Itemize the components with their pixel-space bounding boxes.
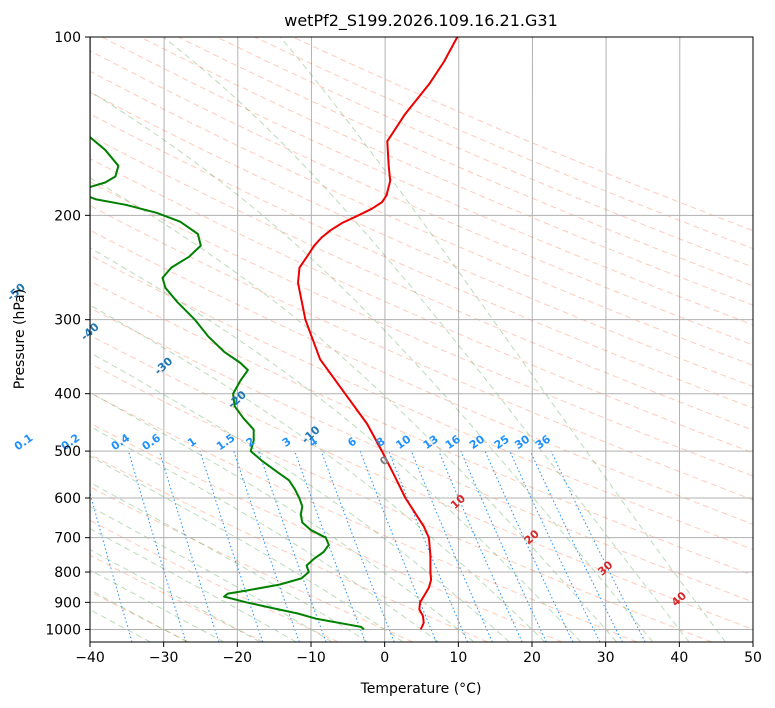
dry-adiabat-line [90,229,753,525]
x-axis: −40 −30 −20 −10 0 10 20 30 40 50 [75,642,762,666]
mixing-ratio-line [158,450,220,642]
moist-adiabat-line [90,455,404,642]
y-tick-label: 1000 [45,622,81,638]
mixing-ratio-line [233,450,300,642]
y-tick-label: 700 [54,531,81,547]
mixing-ratio-line [438,450,523,642]
mixing-ratio-line [128,450,187,642]
x-tick-label: −40 [75,650,105,666]
x-tick-label: −30 [149,650,179,666]
mixing-ratio-line [550,450,646,642]
mixing-ratio-line [529,450,623,642]
series-group [90,37,459,631]
dry-adiabat-line [178,37,753,287]
moist-adiabat-line [90,528,297,642]
plot-frame [89,36,754,643]
x-tick-label: 0 [380,650,389,666]
x-tick-label: −20 [223,650,253,666]
x-tick-label: 20 [523,650,541,666]
reference-lines [90,37,753,642]
x-tick-label: 10 [449,650,467,666]
moist-adiabat-line [90,304,546,642]
dry-adiabat-line [101,37,753,326]
dewpoint-profile-line [90,135,365,631]
dry-adiabat-line [90,280,753,576]
y-axis-label: Pressure (hPa) [12,289,28,389]
y-axis: 1000 900 800 700 600 500 400 300 200 100 [45,30,90,638]
dry-adiabat-line [90,254,753,551]
dry-adiabat-line [90,50,753,346]
dry-adiabat-line [90,181,753,477]
y-tick-label: 300 [54,313,81,329]
dry-adiabat-line [90,392,638,642]
moist-adiabat-line [279,37,726,642]
dry-adiabat-line [90,307,753,603]
moist-adiabat-line [162,37,690,642]
chart-title: wetPf2_S199.2026.109.16.21.G31 [284,11,558,31]
x-tick-label: 30 [597,650,615,666]
y-tick-label: 200 [54,208,81,224]
y-tick-label: 100 [54,30,81,46]
x-axis-label: Temperature (°C) [360,681,482,697]
moist-adiabat-line [90,90,654,642]
dry-adiabat-line [90,113,753,409]
y-tick-label: 500 [54,444,81,460]
y-tick-label: 600 [54,491,81,507]
dry-adiabat-line [90,453,488,642]
moist-adiabat-line [90,352,510,642]
dry-adiabat-line [90,158,753,454]
y-tick-label: 900 [54,595,81,611]
dry-adiabat-line [90,363,712,642]
dry-adiabat-line [90,334,753,630]
moist-adiabat-line [90,481,368,642]
x-tick-label: 50 [744,650,762,666]
dry-adiabat-line [90,554,264,642]
x-tick-label: 40 [670,650,688,666]
x-tick-label: −10 [296,650,326,666]
y-tick-label: 400 [54,387,81,403]
mixing-ratio-line [199,450,264,642]
mixing-ratio-line [359,450,437,642]
moist-adiabat-line [90,425,439,642]
mixing-ratio-line [388,450,468,642]
dry-adiabat-line [90,590,190,642]
mixing-ratio-line [294,450,366,642]
y-tick-label: 800 [54,565,81,581]
dry-adiabat-line [90,91,753,388]
temperature-profile-line [297,37,459,630]
moist-adiabat-line [90,505,333,642]
dry-adiabat-line [90,486,414,642]
